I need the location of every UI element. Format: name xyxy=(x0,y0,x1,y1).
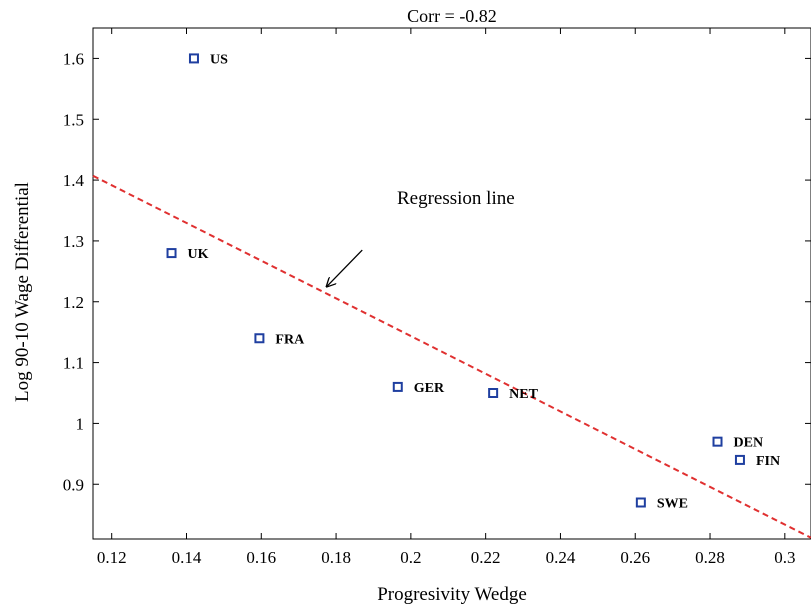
y-tick-label: 1.4 xyxy=(63,171,85,190)
x-tick-label: 0.22 xyxy=(471,548,501,567)
plot-area: 0.12 0.14 0.16 0.18 0.2 0.22 0.24 0.26 0.28 0.3 0.… xyxy=(63,27,811,567)
x-tick-label: 0.18 xyxy=(321,548,351,567)
regression-annotation-label: Regression line xyxy=(397,188,515,209)
data-point-fra xyxy=(254,333,265,344)
y-tick-label: 1.3 xyxy=(63,232,84,251)
annotation-arrow xyxy=(327,249,363,286)
data-point-us xyxy=(188,53,199,64)
x-tick-label: 0.28 xyxy=(695,548,725,567)
point-label-net: NET xyxy=(509,387,538,402)
point-label-fra: FRA xyxy=(275,332,305,347)
y-tick-label: 1.2 xyxy=(63,293,84,312)
x-tick-label: 0.2 xyxy=(400,548,421,567)
y-axis-title: Log 90-10 Wage Differential xyxy=(12,182,33,402)
plot-frame xyxy=(92,27,811,540)
point-label-ger: GER xyxy=(414,381,445,396)
data-point-ger xyxy=(392,381,403,392)
x-tick-label: 0.12 xyxy=(97,548,127,567)
data-point-fin xyxy=(734,454,745,465)
point-label-us: US xyxy=(210,52,228,67)
data-point-swe xyxy=(635,497,646,508)
data-point-uk xyxy=(166,248,177,259)
y-tick-label: 1 xyxy=(76,414,85,433)
data-point-den xyxy=(712,436,723,447)
point-label-fin: FIN xyxy=(756,454,780,469)
x-tick-label: 0.3 xyxy=(774,548,795,567)
x-axis-title: Progresivity Wedge xyxy=(377,584,527,605)
data-point-net xyxy=(488,388,499,398)
x-tick-label: 0.24 xyxy=(546,548,576,567)
x-tick-label: 0.16 xyxy=(246,548,276,567)
regression-line xyxy=(92,174,811,539)
point-label-swe: SWE xyxy=(657,497,688,512)
y-tick-label: 1.6 xyxy=(63,49,84,68)
y-tick-label: 1.1 xyxy=(63,354,84,373)
point-label-uk: UK xyxy=(188,247,209,262)
chart-title: Corr = -0.82 xyxy=(407,6,497,26)
point-label-den: DEN xyxy=(734,436,764,451)
x-tick-label: 0.14 xyxy=(172,548,202,567)
x-tick-label: 0.26 xyxy=(620,548,650,567)
y-tick-label: 1.5 xyxy=(63,110,84,129)
y-tick-label: 0.9 xyxy=(63,475,84,494)
